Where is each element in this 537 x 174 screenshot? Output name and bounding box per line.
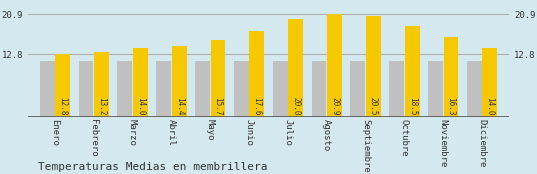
Text: 13.2: 13.2	[97, 97, 106, 115]
Bar	[156, 61, 171, 117]
Bar	[366, 16, 381, 117]
Bar	[234, 61, 249, 117]
Text: 20.0: 20.0	[291, 97, 300, 115]
Bar	[273, 61, 287, 117]
Bar	[40, 61, 55, 117]
Bar	[172, 46, 186, 117]
Text: 18.5: 18.5	[408, 97, 417, 115]
Text: 14.0: 14.0	[136, 97, 145, 115]
Bar	[133, 48, 148, 117]
Bar	[389, 61, 404, 117]
Text: 12.8: 12.8	[58, 97, 67, 115]
Bar	[250, 30, 264, 117]
Text: 17.6: 17.6	[252, 97, 262, 115]
Text: 14.4: 14.4	[175, 97, 184, 115]
Bar	[118, 61, 132, 117]
Bar	[351, 61, 365, 117]
Bar	[444, 37, 459, 117]
Bar	[405, 26, 419, 117]
Text: Temperaturas Medias en membrillera: Temperaturas Medias en membrillera	[38, 162, 267, 172]
Bar	[78, 61, 93, 117]
Bar	[482, 48, 497, 117]
Text: 16.3: 16.3	[446, 97, 455, 115]
Bar	[311, 61, 326, 117]
Bar	[211, 40, 226, 117]
Text: 20.5: 20.5	[369, 97, 378, 115]
Bar	[428, 61, 443, 117]
Text: 20.9: 20.9	[330, 97, 339, 115]
Text: 14.0: 14.0	[485, 97, 495, 115]
Bar	[288, 19, 303, 117]
Bar	[94, 52, 109, 117]
Bar	[195, 61, 210, 117]
Bar	[467, 61, 482, 117]
Text: 15.7: 15.7	[214, 97, 222, 115]
Bar	[55, 54, 70, 117]
Bar	[327, 14, 342, 117]
